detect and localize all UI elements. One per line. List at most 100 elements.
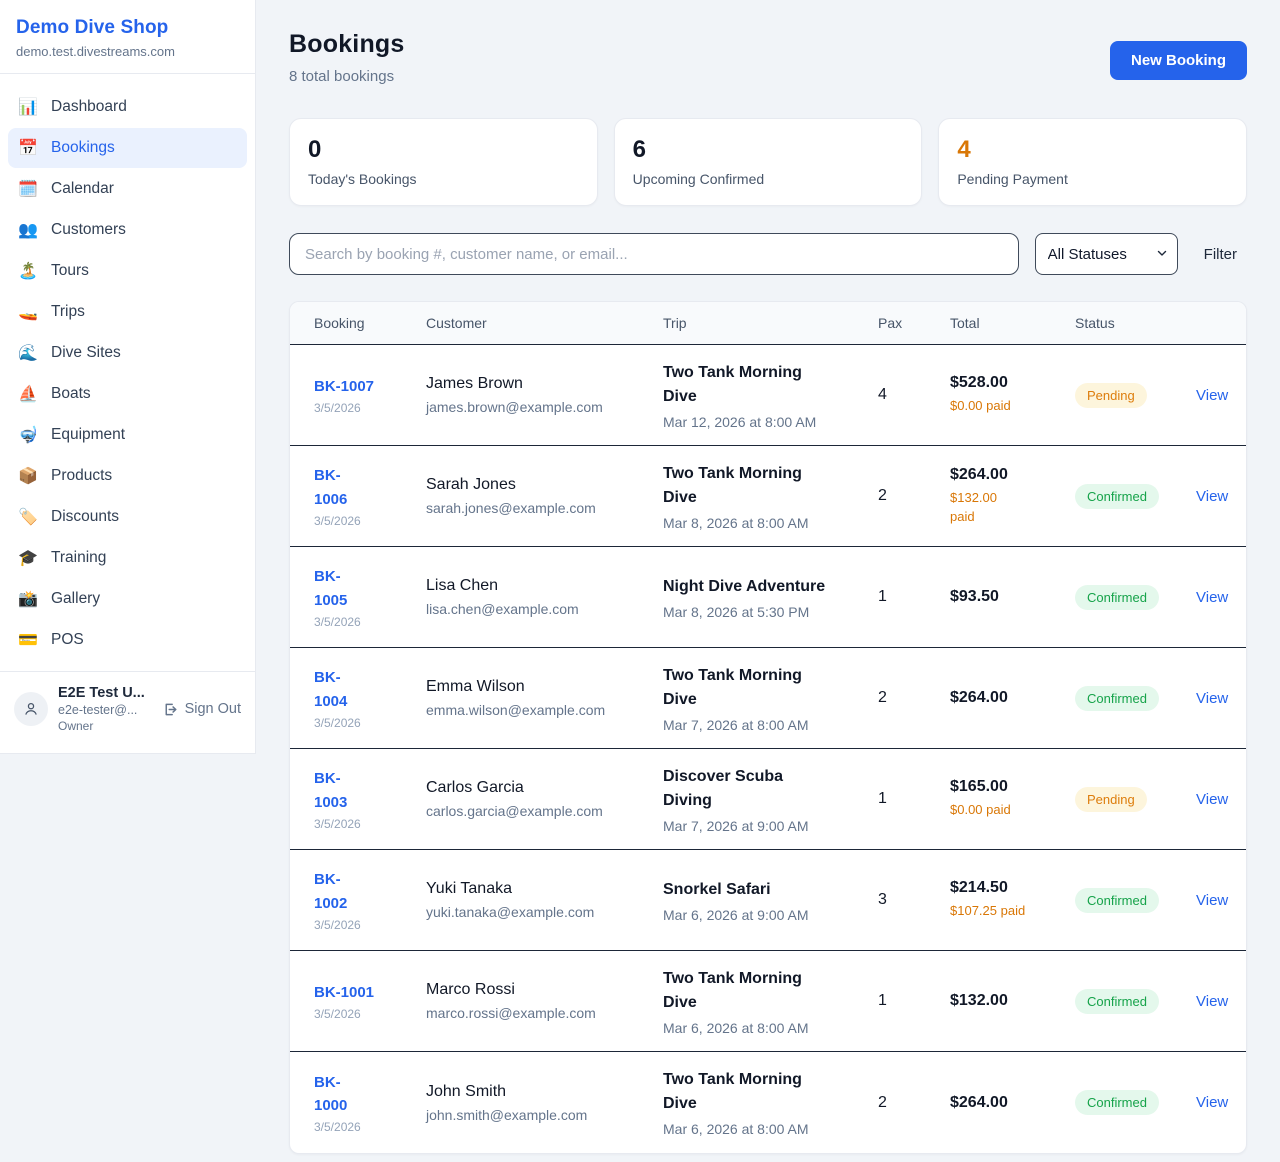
- booking-date: 3/5/2026: [314, 1120, 361, 1135]
- trip-name: Two Tank Morning Dive: [663, 464, 802, 506]
- trip-cell: Two Tank Morning Dive Mar 6, 2026 at 8:00…: [663, 967, 878, 1036]
- status-cell: Confirmed: [1075, 988, 1196, 1014]
- sidebar-item-discounts[interactable]: 🏷️ Discounts: [8, 497, 247, 537]
- graduation-cap-icon: 🎓: [18, 550, 38, 567]
- search-input[interactable]: [289, 233, 1019, 275]
- status-badge: Confirmed: [1075, 1090, 1159, 1115]
- table-row: BK- 1000 3/5/2026 John Smith john.smith@exa…: [290, 1052, 1246, 1153]
- customer-cell: Emma Wilson emma.wilson@example.com: [426, 678, 663, 718]
- diving-mask-icon: 🤿: [18, 427, 38, 444]
- customer-cell: James Brown james.brown@example.com: [426, 375, 663, 415]
- shop-title: Demo Dive Shop: [16, 17, 169, 38]
- view-link[interactable]: View: [1196, 891, 1229, 909]
- status-cell: Confirmed: [1075, 483, 1196, 509]
- stat-value: 4: [957, 136, 971, 163]
- status-cell: Confirmed: [1075, 887, 1196, 913]
- status-cell: Confirmed: [1075, 685, 1196, 711]
- sidebar-item-training[interactable]: 🎓 Training: [8, 538, 247, 578]
- sign-out-button[interactable]: Sign Out: [162, 701, 241, 718]
- status-badge: Confirmed: [1075, 988, 1159, 1014]
- customer-cell: Lisa Chen lisa.chen@example.com: [426, 577, 663, 617]
- trip-name: Two Tank Morning Dive: [663, 666, 802, 708]
- sidebar-item-label: Equipment: [51, 426, 126, 443]
- total-cell: $132.00: [950, 992, 1075, 1010]
- booking-cell: BK- 1003 3/5/2026: [314, 767, 426, 831]
- sidebar-item-customers[interactable]: 👥 Customers: [8, 210, 247, 250]
- filter-button[interactable]: Filter: [1194, 240, 1247, 269]
- sidebar-item-pos[interactable]: 💳 POS: [8, 620, 247, 660]
- sidebar-item-bookings[interactable]: 📅 Bookings: [8, 128, 247, 168]
- status-cell: Confirmed: [1075, 584, 1196, 610]
- speedboat-icon: 🚤: [18, 304, 38, 321]
- stat-card-upcoming-confirmed: 6 Upcoming Confirmed: [613, 118, 923, 206]
- booking-link[interactable]: BK- 1004: [314, 669, 348, 710]
- sidebar-item-calendar[interactable]: 🗓️ Calendar: [8, 169, 247, 209]
- view-link[interactable]: View: [1196, 689, 1229, 707]
- customer-name: John Smith: [426, 1082, 507, 1100]
- user-email: e2e-tester@...: [58, 703, 138, 717]
- stat-label: Upcoming Confirmed: [632, 171, 765, 187]
- new-booking-button[interactable]: New Booking: [1109, 41, 1247, 80]
- total-amount: $264.00: [950, 689, 1008, 706]
- booking-link[interactable]: BK- 1000: [314, 1073, 348, 1114]
- sidebar-item-label: Tours: [51, 262, 89, 279]
- total-cell: $264.00 $132.00 paid: [950, 466, 1075, 527]
- customer-email: marco.rossi@example.com: [426, 1005, 596, 1021]
- trip-datetime: Mar 8, 2026 at 5:30 PM: [663, 603, 810, 620]
- sidebar-item-label: Calendar: [51, 180, 114, 197]
- wave-icon: 🌊: [18, 345, 38, 362]
- sidebar-item-gallery[interactable]: 📸 Gallery: [8, 579, 247, 619]
- sidebar-item-label: Products: [51, 467, 113, 484]
- stat-label: Pending Payment: [957, 171, 1068, 187]
- trip-name: Snorkel Safari: [663, 880, 771, 898]
- sign-out-label: Sign Out: [184, 701, 241, 717]
- sidebar-item-tours[interactable]: 🏝️ Tours: [8, 251, 247, 291]
- camera-icon: 📸: [18, 591, 38, 608]
- page-title: Bookings: [289, 30, 405, 58]
- table-header-row: Booking Customer Trip Pax Total Status: [290, 302, 1246, 345]
- sidebar-item-dashboard[interactable]: 📊 Dashboard: [8, 87, 247, 127]
- booking-link[interactable]: BK- 1002: [314, 871, 348, 912]
- customer-cell: Marco Rossi marco.rossi@example.com: [426, 981, 663, 1021]
- total-cell: $528.00 $0.00 paid: [950, 374, 1075, 416]
- pax-value: 2: [878, 689, 887, 706]
- main-content: Bookings 8 total bookings New Booking 0 …: [257, 0, 1280, 1154]
- paid-amount: $107.25 paid: [950, 903, 1026, 919]
- view-link[interactable]: View: [1196, 1094, 1229, 1111]
- total-cell: $264.00: [950, 689, 1075, 707]
- booking-cell: BK- 1000 3/5/2026: [314, 1071, 426, 1135]
- view-link[interactable]: View: [1196, 487, 1229, 505]
- page-subtitle: 8 total bookings: [289, 68, 395, 85]
- view-link[interactable]: View: [1196, 790, 1229, 808]
- status-filter-select[interactable]: All Statuses: [1034, 233, 1178, 275]
- customer-name: Sarah Jones: [426, 476, 516, 493]
- sidebar-item-trips[interactable]: 🚤 Trips: [8, 292, 247, 332]
- booking-date: 3/5/2026: [314, 614, 361, 629]
- sidebar-item-products[interactable]: 📦 Products: [8, 456, 247, 496]
- view-link[interactable]: View: [1196, 588, 1229, 606]
- booking-link[interactable]: BK-1007: [314, 377, 375, 395]
- table-row: BK- 1005 3/5/2026 Lisa Chen lisa.chen@examp…: [290, 547, 1246, 648]
- customer-email: john.smith@example.com: [426, 1106, 588, 1123]
- trip-datetime: Mar 6, 2026 at 9:00 AM: [663, 906, 809, 923]
- sidebar-item-dive-sites[interactable]: 🌊 Dive Sites: [8, 333, 247, 373]
- sidebar-item-boats[interactable]: ⛵ Boats: [8, 374, 247, 414]
- booking-link[interactable]: BK- 1003: [314, 770, 348, 811]
- view-link[interactable]: View: [1196, 386, 1229, 404]
- trip-cell: Two Tank Morning Dive Mar 6, 2026 at 8:00…: [663, 1068, 878, 1137]
- booking-link[interactable]: BK- 1005: [314, 568, 348, 609]
- booking-link[interactable]: BK- 1006: [314, 467, 348, 508]
- column-header-total: Total: [950, 315, 980, 331]
- booking-link[interactable]: BK-1001: [314, 983, 375, 1001]
- view-link[interactable]: View: [1196, 992, 1229, 1010]
- trip-datetime: Mar 12, 2026 at 8:00 AM: [663, 413, 817, 430]
- booking-cell: BK- 1004 3/5/2026: [314, 666, 426, 730]
- status-cell: Confirmed: [1075, 1090, 1196, 1115]
- customer-name: Emma Wilson: [426, 678, 525, 695]
- booking-date: 3/5/2026: [314, 513, 361, 528]
- trip-cell: Snorkel Safari Mar 6, 2026 at 9:00 AM: [663, 878, 878, 923]
- filter-controls: All Statuses Filter: [289, 233, 1247, 275]
- sidebar-item-label: Dive Sites: [51, 344, 121, 361]
- sidebar-item-equipment[interactable]: 🤿 Equipment: [8, 415, 247, 455]
- table-row: BK-1001 3/5/2026 Marco Rossi marco.rossi@ex…: [290, 951, 1246, 1052]
